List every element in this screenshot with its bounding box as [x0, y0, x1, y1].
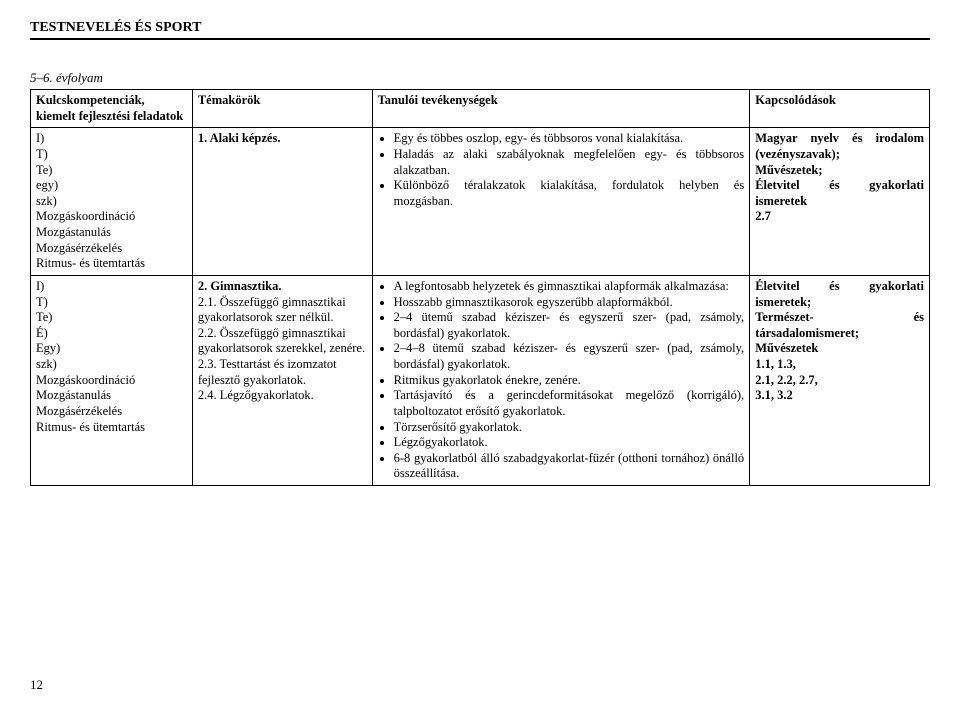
comp-line: I) [36, 131, 187, 147]
comp-line: Te) [36, 310, 187, 326]
cell-activities: A legfontosabb helyzetek és gimnasztikai… [372, 275, 750, 485]
activity-item: Haladás az alaki szabályoknak megfelelőe… [394, 147, 745, 178]
cell-competencies: I) T) Te) egy) szk) Mozgáskoordináció Mo… [31, 128, 193, 276]
comp-line: Te) [36, 163, 187, 179]
activity-item: 6-8 gyakorlatból álló szabadgyakorlat-fü… [394, 451, 745, 482]
conn-line: Magyar nyelv és irodalom (vezényszavak); [755, 131, 924, 161]
conn-line: Életvitel és gyakorlati ismeretek; [755, 279, 924, 309]
table-row: I) T) Te) egy) szk) Mozgáskoordináció Mo… [31, 128, 930, 276]
cell-activities: Egy és többes oszlop, egy- és többsoros … [372, 128, 750, 276]
topic-sub: 2.2. Összefüggő gimnasztikai gyakorlatso… [198, 326, 367, 357]
col-header-topics: Témakörök [192, 90, 372, 128]
comp-line: szk) [36, 357, 187, 373]
page-header: TESTNEVELÉS ÉS SPORT [30, 20, 930, 40]
comp-line: Mozgáskoordináció [36, 373, 187, 389]
comp-line: Mozgáskoordináció [36, 209, 187, 225]
topic-title: 1. Alaki képzés. [198, 131, 281, 145]
conn-line: Művészetek; [755, 163, 822, 177]
activity-item: Egy és többes oszlop, egy- és többsoros … [394, 131, 745, 147]
activity-item: A legfontosabb helyzetek és gimnasztikai… [394, 279, 745, 295]
cell-connections: Magyar nyelv és irodalom (vezényszavak);… [750, 128, 930, 276]
col-header-activities: Tanulói tevékenységek [372, 90, 750, 128]
conn-line: Életvitel és gyakorlati ismeretek [755, 178, 924, 208]
page-number: 12 [30, 677, 43, 693]
conn-line: 2.1, 2.2, 2.7, [755, 373, 818, 387]
topic-title: 2. Gimnasztika. [198, 279, 282, 293]
topic-sub: 2.1. Összefüggő gimnasztikai gyakorlatso… [198, 295, 367, 326]
table-header-row: Kulcskompetenciák, kiemelt fejlesztési f… [31, 90, 930, 128]
activity-item: Törzserősítő gyakorlatok. [394, 420, 745, 436]
activity-item: Különböző téralakzatok kialakítása, ford… [394, 178, 745, 209]
conn-line: Művészetek [755, 341, 818, 355]
cell-topic: 2. Gimnasztika. 2.1. Összefüggő gimnaszt… [192, 275, 372, 485]
comp-line: szk) [36, 194, 187, 210]
activity-item: Ritmikus gyakorlatok énekre, zenére. [394, 373, 745, 389]
conn-line: Természet- és társadalomismeret; [755, 310, 924, 340]
curriculum-table: Kulcskompetenciák, kiemelt fejlesztési f… [30, 89, 930, 486]
comp-line: Ritmus- és ütemtartás [36, 420, 187, 436]
comp-line: Ritmus- és ütemtartás [36, 256, 187, 272]
comp-line: Mozgástanulás [36, 388, 187, 404]
comp-line: T) [36, 147, 187, 163]
cell-connections: Életvitel és gyakorlati ismeretek; Termé… [750, 275, 930, 485]
conn-line: 3.1, 3.2 [755, 388, 793, 402]
cell-topic: 1. Alaki képzés. [192, 128, 372, 276]
activity-item: 2–4 ütemű szabad kéziszer- és egyszerű s… [394, 310, 745, 341]
col-header-connections: Kapcsolódások [750, 90, 930, 128]
table-row: I) T) Te) É) Egy) szk) Mozgáskoordináció… [31, 275, 930, 485]
comp-line: Mozgástanulás [36, 225, 187, 241]
comp-line: Egy) [36, 341, 187, 357]
activity-item: Tartásjavító és a gerincdeformitásokat m… [394, 388, 745, 419]
comp-line: T) [36, 295, 187, 311]
comp-line: I) [36, 279, 187, 295]
topic-sub: 2.4. Légzőgyakorlatok. [198, 388, 367, 404]
col-header-competencies: Kulcskompetenciák, kiemelt fejlesztési f… [31, 90, 193, 128]
comp-line: Mozgásérzékelés [36, 404, 187, 420]
conn-line: 1.1, 1.3, [755, 357, 796, 371]
conn-line: 2.7 [755, 209, 771, 223]
activity-item: Légzőgyakorlatok. [394, 435, 745, 451]
activity-item: Hosszabb gimnasztikasorok egyszerűbb ala… [394, 295, 745, 311]
comp-line: Mozgásérzékelés [36, 241, 187, 257]
grade-level: 5–6. évfolyam [30, 70, 930, 86]
cell-competencies: I) T) Te) É) Egy) szk) Mozgáskoordináció… [31, 275, 193, 485]
activity-item: 2–4–8 ütemű szabad kéziszer- és egyszerű… [394, 341, 745, 372]
comp-line: É) [36, 326, 187, 342]
topic-sub: 2.3. Testtartást és izomzatot fejlesztő … [198, 357, 367, 388]
comp-line: egy) [36, 178, 187, 194]
